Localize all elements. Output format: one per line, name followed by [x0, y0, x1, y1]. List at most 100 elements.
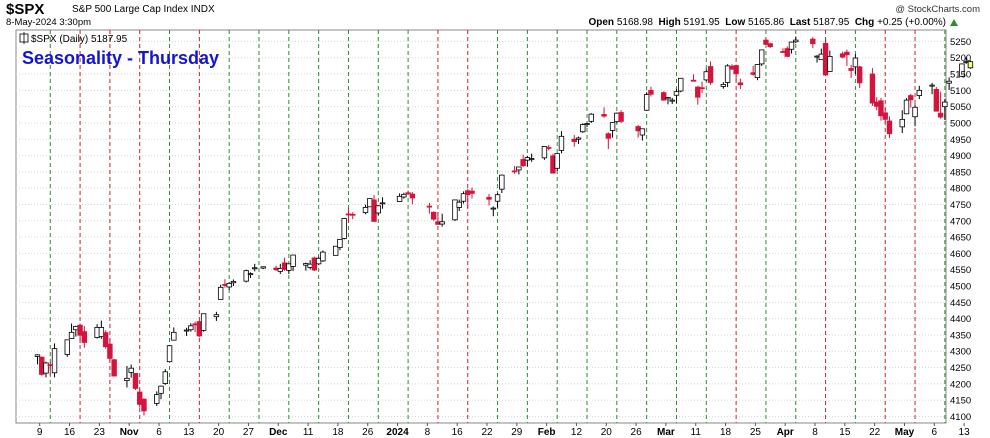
x-tick-label: 20 — [213, 427, 225, 438]
candle-body — [618, 112, 624, 122]
candle-body — [580, 124, 586, 133]
candle-body — [171, 331, 177, 341]
candle-body — [678, 77, 684, 92]
candle-body — [528, 158, 535, 160]
candle-body — [912, 106, 918, 118]
x-tick-label: 25 — [750, 427, 762, 438]
y-tick-label: 4400 — [950, 314, 971, 325]
candle-body — [456, 201, 462, 208]
candle-body — [486, 196, 492, 200]
low-value: 5165.86 — [748, 17, 785, 28]
candle-body — [908, 95, 914, 101]
candle-body — [571, 138, 577, 142]
thursday-lines — [49, 30, 946, 423]
candle-body — [737, 82, 744, 86]
candle-body — [124, 377, 130, 382]
candles — [34, 36, 974, 416]
x-tick-label: 18 — [332, 427, 344, 438]
y-tick-label: 4850 — [950, 167, 971, 178]
candle-body — [188, 325, 194, 331]
candle-body — [844, 51, 850, 56]
x-tick-label: 23 — [94, 427, 106, 438]
x-tick-label: 22 — [869, 427, 881, 438]
y-tick-label: 5250 — [950, 37, 971, 48]
candle-body — [933, 88, 940, 112]
candle-body — [520, 159, 526, 167]
open-label: Open — [588, 17, 615, 28]
y-tick-label: 4250 — [950, 363, 971, 374]
candle-body — [494, 194, 501, 202]
candle-body — [68, 331, 75, 339]
candle-body — [230, 281, 237, 284]
symbol: $SPX — [6, 1, 45, 18]
index-name: S&P 500 Large Cap Index — [72, 4, 189, 15]
candle-body — [848, 68, 854, 71]
x-tick-label: Feb — [538, 427, 556, 438]
candle-body — [469, 190, 475, 194]
candle-body — [396, 195, 403, 202]
x-tick-label: Mar — [657, 427, 675, 438]
candle-body — [111, 359, 117, 377]
candle-body — [141, 398, 147, 412]
high-value: 5191.95 — [683, 17, 720, 28]
x-tick-label: Nov — [120, 427, 139, 438]
x-tick-label: 26 — [362, 427, 374, 438]
y-tick-label: 4200 — [950, 379, 971, 390]
candle-body — [341, 218, 347, 239]
candle-body — [724, 65, 731, 83]
high-label: High — [658, 17, 681, 28]
candle-body — [226, 283, 232, 288]
candle-body — [648, 89, 654, 95]
candle-body — [767, 43, 773, 48]
candle-body — [252, 267, 258, 270]
y-tick-label: 5050 — [950, 102, 971, 113]
y-tick-label: 5100 — [950, 86, 971, 97]
candle-body — [183, 329, 190, 332]
y-tick-label: 4100 — [950, 412, 971, 423]
candle-body — [439, 221, 445, 225]
candle-body — [733, 65, 739, 75]
candle-body — [81, 331, 88, 343]
candle-body — [869, 73, 876, 104]
legend-text: $SPX (Daily) 5187.95 — [31, 34, 128, 45]
candle-body — [158, 385, 164, 394]
candle-body — [810, 38, 816, 45]
candle-body — [213, 314, 220, 318]
candle-body — [878, 100, 884, 117]
candle-body — [852, 57, 859, 68]
candle-body — [643, 94, 650, 111]
y-tick-label: 4350 — [950, 330, 971, 341]
candle-body — [541, 146, 548, 159]
candle-body — [916, 89, 922, 96]
candle-body — [375, 205, 381, 214]
x-axis: 9 16 23 Nov 6 13 20 27 Dec 11 18 26 2024 8 16 22 29 Feb 12… — [37, 423, 970, 438]
candle-body — [499, 174, 505, 190]
x-tick-label: Dec — [269, 427, 288, 438]
chg-label: Chg — [854, 17, 875, 28]
candle-body — [937, 112, 944, 118]
x-tick-label: May — [895, 427, 915, 438]
y-tick-label: 4750 — [950, 200, 971, 211]
candle-body — [166, 345, 173, 363]
candle-body — [337, 238, 343, 248]
x-tick-label: 9 — [37, 427, 43, 438]
candle-body — [788, 41, 795, 50]
candle-body — [350, 213, 356, 216]
y-tick-label: 4700 — [950, 216, 971, 227]
candle-body — [886, 120, 893, 135]
y-tick-label: 4600 — [950, 249, 971, 260]
candle-body — [669, 99, 675, 102]
x-tick-label: 22 — [481, 427, 493, 438]
last-label: Last — [789, 17, 811, 28]
candle-body — [247, 273, 254, 276]
candle-body — [452, 199, 458, 221]
x-tick-label: 8 — [812, 427, 818, 438]
candle-body — [290, 254, 296, 267]
x-tick-label: 15 — [839, 427, 851, 438]
symbol-description: S&P 500 Large Cap Index INDX — [72, 4, 215, 15]
candle-body — [34, 354, 41, 357]
candle-body — [401, 193, 407, 198]
candle-body — [102, 332, 109, 348]
y-tick-label: 4950 — [950, 135, 971, 146]
